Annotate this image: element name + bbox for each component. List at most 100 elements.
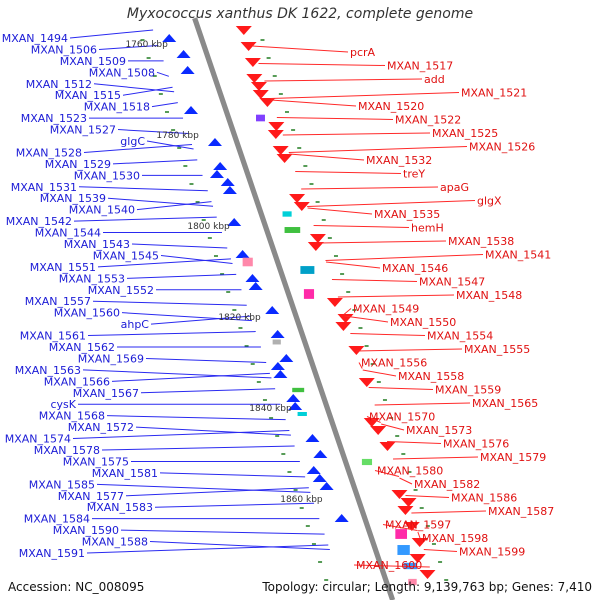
gene-arrow [306,466,321,474]
left-gene-label: MXAN_1531 [11,181,77,194]
gene-arrow [293,202,310,211]
leader-line [380,423,405,431]
gene-block [284,227,301,233]
leader-line [98,44,159,50]
gene-arrow [213,162,228,170]
left-gene-label: MXAN_1506 [31,43,97,56]
accession-text: Accession: NC_008095 [8,580,145,594]
right-gene-label: MXAN_1597 [385,519,451,532]
gene-arrow [270,362,285,370]
leader-line [325,254,484,261]
right-gene-label: MXAN_1587 [488,505,554,518]
gene-arrow [270,330,285,338]
right-gene-label: MXAN_1520 [358,100,424,113]
right-gene-label: add [424,73,445,86]
right-gene-label: MXAN_1586 [451,492,517,505]
leader-line [86,544,329,554]
leader-line [125,487,309,497]
leader-line [135,426,291,436]
gene-arrow [273,370,288,378]
leader-line [126,273,237,279]
right-gene-label: MXAN_1525 [432,127,498,140]
gene-block [397,545,410,555]
leader-line [307,200,476,207]
gene-arrow [183,106,198,114]
leader-line [106,415,286,421]
left-gene-label: MXAN_1557 [25,295,91,308]
leader-line [72,430,290,440]
right-gene-label: apaG [440,181,469,194]
leader-line [270,92,460,99]
left-gene-label: MXAN_1569 [78,352,144,365]
leader-line [92,300,247,306]
leader-line [149,541,330,551]
right-gene-label: MXAN_1555 [464,343,530,356]
leader-line [159,472,306,478]
leader-line [112,159,198,165]
right-gene-label: MXAN_1522 [395,114,461,127]
leader-line [78,186,208,192]
leader-line [107,197,214,207]
leader-line [325,261,381,269]
left-gene-label: MXAN_1562 [49,341,115,354]
right-gene-label: MXAN_1526 [469,141,535,154]
leader-line [150,315,251,325]
leader-line [337,294,455,298]
leader-line [264,78,423,82]
leader-line [399,477,413,485]
leader-line [331,279,418,282]
right-gene-label: MXAN_1576 [443,438,509,451]
gene-labels: MXAN_1494MXAN_1506MXAN_1509MXAN_1508MXAN… [2,32,555,572]
right-gene-label: MXAN_1582 [414,478,480,491]
left-gene-label: MXAN_1544 [35,227,101,240]
gene-arrow [222,186,237,194]
left-gene-label: MXAN_1588 [82,536,148,549]
gene-arrow [313,450,328,458]
leader-line [146,140,194,150]
leader-line [358,362,363,369]
leader-line [362,369,397,377]
leader-line [411,510,487,514]
right-gene-label: MXAN_1554 [427,330,493,343]
gene-block [256,114,265,122]
left-gene-label: MXAN_1527 [50,124,116,137]
left-gene-label: MXAN_1518 [84,101,150,114]
leader-line [111,372,270,382]
gene-arrow [335,322,352,331]
left-gene-label: MXAN_1530 [74,169,140,182]
right-gene-label: MXAN_1600 [356,559,422,572]
left-gene-label: ahpC [121,318,150,331]
right-gene-label: MXAN_1565 [472,397,538,410]
gene-arrow [250,82,267,91]
gene-arrow [288,402,303,410]
right-gene-label: MXAN_1570 [369,411,435,424]
right-gene-label: MXAN_1535 [374,208,440,221]
left-gene-label: MXAN_1584 [24,513,90,526]
left-gene-label: MXAN_1509 [60,55,126,68]
leader-line [97,258,231,268]
leader-line [117,129,189,135]
leader-line [270,99,357,107]
leader-line [83,143,193,153]
gene-arrow [220,178,235,186]
right-gene-label: MXAN_1538 [448,235,514,248]
kbp-label: 1820 kbp [218,313,261,323]
leader-line [313,225,410,228]
right-gene-label: MXAN_1556 [361,357,427,370]
right-gene-label: MXAN_1547 [419,276,485,289]
gene-arrow [180,66,195,74]
gene-arrow [337,314,354,323]
gene-arrow [279,354,294,362]
leader-line [122,86,173,96]
gene-arrow [248,282,263,290]
leader-line [282,132,431,136]
gene-arrow [244,58,261,67]
left-gene-label: MXAN_1581 [92,467,158,480]
right-gene-label: MXAN_1549 [353,303,419,316]
kbp-scale: 1760 kbp 1780 kbp 1800 kbp 1820 kbp 1840 kbp… [125,40,322,505]
leader-line [289,153,365,161]
topology-text: Topology: circular; Length: 9,139,763 bp… [262,580,592,594]
gene-arrow [379,442,396,451]
gene-arrow [209,170,224,178]
gene-block [361,458,373,466]
